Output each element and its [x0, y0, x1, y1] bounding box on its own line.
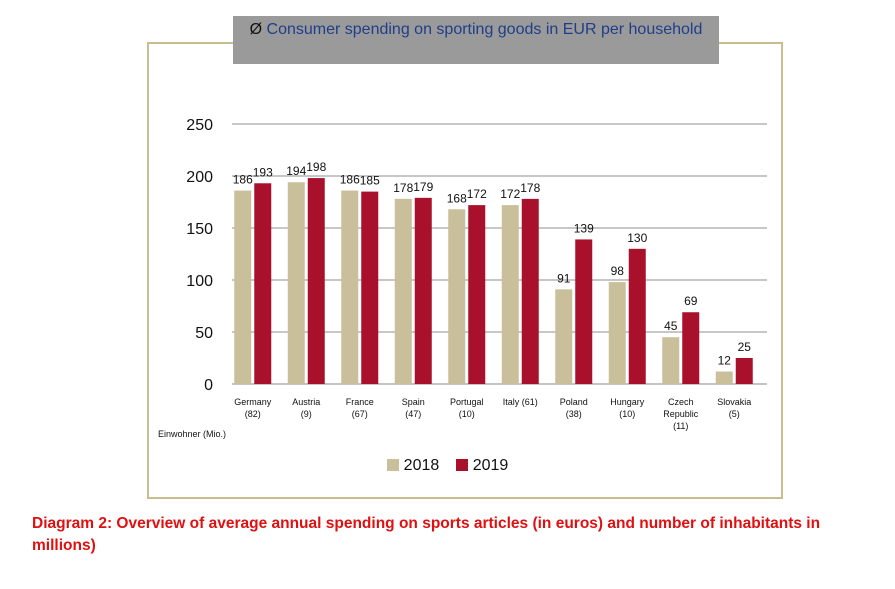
category-label: (9): [301, 409, 312, 419]
y-tick-label: 0: [204, 377, 213, 394]
bar-2019: [521, 198, 539, 384]
bar-2018: [234, 190, 252, 384]
category-label: Austria: [292, 397, 320, 407]
data-label-2018: 178: [393, 181, 413, 195]
category-label: Portugal: [450, 397, 484, 407]
bar-2019: [361, 191, 379, 384]
data-label-2019: 178: [520, 181, 540, 195]
data-label-2018: 172: [500, 187, 520, 201]
category-label: Czech: [668, 397, 694, 407]
data-label-2018: 12: [718, 354, 732, 368]
data-label-2019: 185: [360, 174, 380, 188]
category-label: Germany: [234, 397, 272, 407]
category-label: Hungary: [610, 397, 645, 407]
y-tick-label: 50: [195, 325, 213, 342]
data-label-2018: 186: [233, 173, 253, 187]
category-label: Slovakia: [717, 397, 751, 407]
category-label: France: [346, 397, 374, 407]
legend-item-2018: 2018: [386, 457, 440, 475]
bar-2019: [307, 178, 325, 384]
bar-2019: [254, 183, 272, 384]
title-symbol: Ø: [249, 21, 263, 38]
category-label: Republic: [663, 409, 699, 419]
bar-2019: [628, 248, 646, 384]
bar-2018: [715, 371, 733, 384]
legend-swatch-2018: [386, 459, 399, 471]
legend-label-2019: 2019: [472, 457, 509, 474]
y-tick-label: 100: [186, 273, 213, 290]
data-label-2019: 25: [738, 340, 752, 354]
data-label-2018: 194: [286, 164, 306, 178]
bar-2018: [501, 205, 519, 384]
bar-2019: [575, 239, 593, 384]
category-label: Italy (61): [503, 397, 538, 407]
figure-caption: Diagram 2: Overview of average annual sp…: [32, 515, 821, 554]
data-label-2019: 130: [627, 231, 647, 245]
data-label-2018: 98: [611, 264, 625, 278]
data-label-2019: 179: [413, 180, 433, 194]
bar-2018: [341, 190, 359, 384]
bar-2018: [555, 289, 573, 384]
y-tick-label: 150: [186, 221, 213, 238]
bar-2018: [394, 198, 412, 384]
bar-2019: [468, 205, 486, 384]
data-label-2018: 186: [340, 173, 360, 187]
data-label-2019: 172: [467, 187, 487, 201]
chart-legend: 2018 2019: [0, 457, 895, 475]
chart-title-text: Consumer spending on sporting goods in E…: [266, 21, 703, 38]
bar-2019: [414, 197, 432, 384]
data-label-2018: 168: [447, 191, 467, 205]
category-label: (10): [619, 409, 635, 419]
category-label: (67): [352, 409, 368, 419]
bar-2018: [448, 209, 466, 384]
category-label: (47): [405, 409, 421, 419]
data-label-2018: 91: [557, 271, 571, 285]
category-label: (11): [673, 421, 688, 431]
category-label: Poland: [560, 397, 588, 407]
data-label-2019: 198: [306, 160, 326, 174]
legend-swatch-2019: [455, 459, 468, 471]
chart-title: Ø Consumer spending on sporting goods in…: [233, 16, 719, 64]
legend-item-2019: 2019: [455, 457, 509, 475]
bar-2019: [735, 358, 753, 384]
x-axis-note: Einwohner (Mio.): [158, 429, 226, 439]
category-label: Spain: [402, 397, 425, 407]
y-tick-label: 200: [186, 169, 213, 186]
y-tick-label: 250: [186, 117, 213, 134]
data-label-2018: 45: [664, 319, 678, 333]
bar-2018: [608, 282, 626, 384]
bar-2019: [682, 312, 700, 384]
bar-2018: [662, 337, 680, 384]
category-label: (38): [566, 409, 582, 419]
category-label: (5): [729, 409, 740, 419]
data-label-2019: 69: [684, 294, 698, 308]
data-label-2019: 139: [574, 221, 594, 235]
data-label-2019: 193: [253, 165, 273, 179]
category-label: (10): [459, 409, 475, 419]
legend-label-2018: 2018: [403, 457, 440, 474]
category-label: (82): [245, 409, 261, 419]
bar-2018: [287, 182, 305, 384]
